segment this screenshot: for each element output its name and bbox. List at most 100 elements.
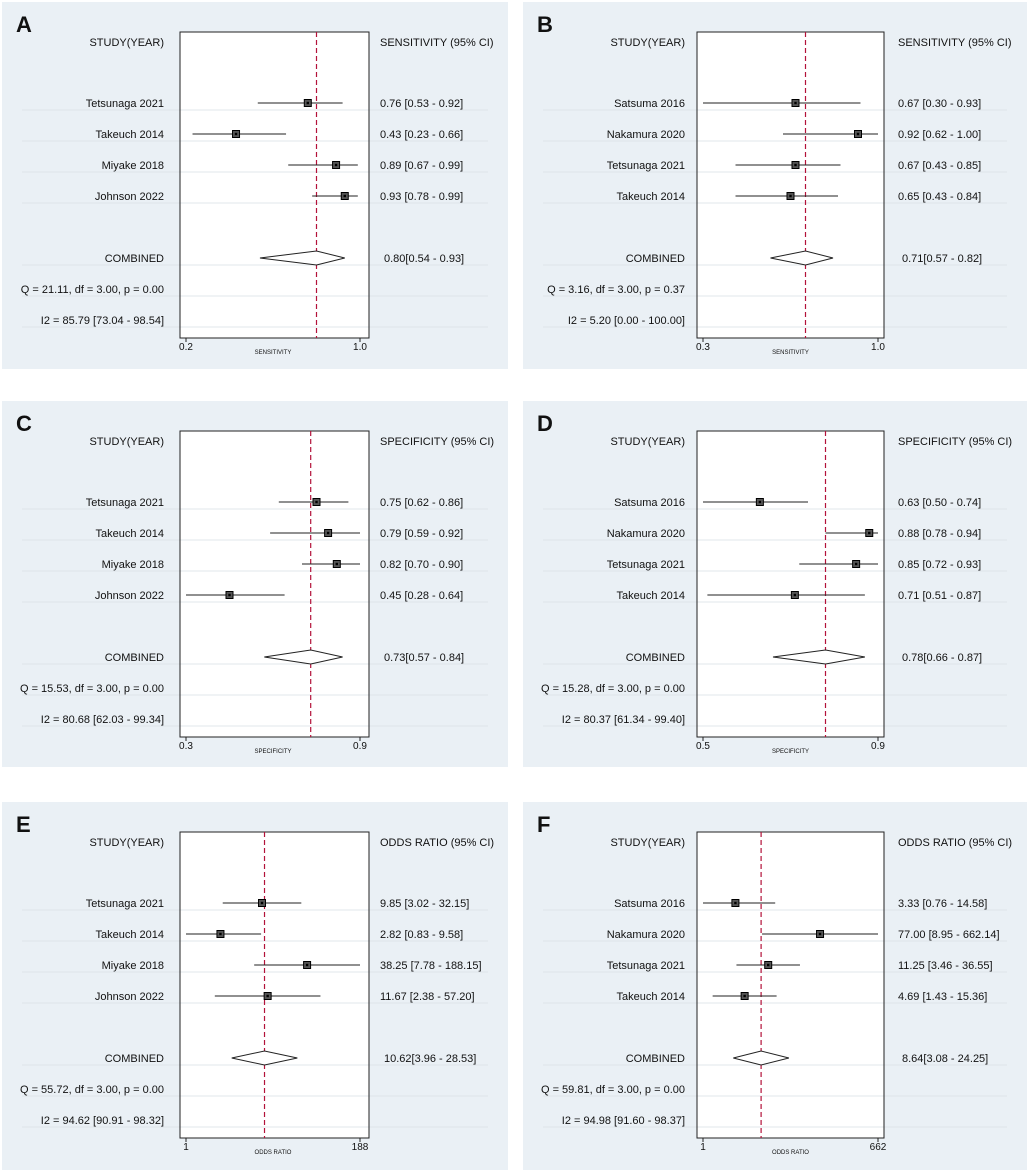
forest-panel-b: B STUDY(YEAR) SENSITIVITY (95% CI) Satsuma …	[523, 2, 1027, 369]
x-tick-label: 1.0	[353, 342, 367, 353]
study-label: Takeuch 2014	[617, 991, 686, 1003]
plot-frame-border	[696, 31, 885, 339]
q-statistic: Q = 55.72, df = 3.00, p = 0.00	[20, 1084, 164, 1096]
study-label: Tetsunaga 2021	[86, 497, 164, 509]
combined-diamond	[772, 649, 865, 665]
study-estimate-text: 38.25 [7.78 - 188.15]	[380, 960, 482, 972]
study-estimate-text: 0.85 [0.72 - 0.93]	[898, 559, 981, 571]
plot-frame-border	[696, 430, 885, 738]
study-estimate-text: 4.69 [1.43 - 15.36]	[898, 991, 987, 1003]
study-marker-dot	[856, 132, 860, 136]
study-column-header: STUDY(YEAR)	[610, 837, 685, 849]
study-marker-dot	[219, 932, 222, 936]
plot-frame-border	[696, 831, 885, 1139]
study-marker-dot	[266, 994, 269, 998]
study-estimate-text: 9.85 [3.02 - 32.15]	[380, 898, 469, 910]
forest-panel-d: D STUDY(YEAR) SPECIFICITY (95% CI) Satsuma …	[523, 401, 1027, 767]
x-tick-label: 1.0	[871, 342, 885, 353]
study-estimate-text: 0.75 [0.62 - 0.86]	[380, 497, 463, 509]
x-tick-label: 0.9	[871, 741, 885, 752]
study-estimate-text: 0.93 [0.78 - 0.99]	[380, 191, 463, 203]
study-marker-dot	[794, 163, 797, 167]
study-estimate-text: 0.63 [0.50 - 0.74]	[898, 497, 981, 509]
q-statistic: Q = 15.53, df = 3.00, p = 0.00	[20, 683, 164, 695]
study-label: Miyake 2018	[102, 960, 164, 972]
study-label: Nakamura 2020	[607, 929, 685, 941]
combined-label: COMBINED	[105, 1053, 164, 1065]
study-label: Johnson 2022	[95, 991, 164, 1003]
x-tick-label: 662	[870, 1142, 887, 1153]
x-axis-label: SENSITIVITY	[772, 350, 809, 356]
study-label: Tetsunaga 2021	[607, 160, 685, 172]
study-marker-dot	[818, 932, 822, 936]
i2-statistic: I2 = 5.20 [0.00 - 100.00]	[568, 315, 685, 327]
combined-estimate-text: 0.73[0.57 - 0.84]	[384, 652, 464, 664]
x-tick-label: 0.5	[696, 741, 710, 752]
i2-statistic: I2 = 85.79 [73.04 - 98.54]	[41, 315, 164, 327]
x-axis-label: SPECIFICITY	[254, 749, 291, 755]
combined-estimate-text: 0.71[0.57 - 0.82]	[902, 253, 982, 265]
plot-frame	[696, 430, 885, 738]
study-estimate-text: 0.65 [0.43 - 0.84]	[898, 191, 981, 203]
study-marker-dot	[794, 101, 797, 105]
panel-letter: F	[537, 812, 551, 837]
study-marker-dot	[335, 562, 338, 566]
study-label: Miyake 2018	[102, 160, 164, 172]
combined-diamond	[770, 250, 834, 266]
i2-statistic: I2 = 94.62 [90.91 - 98.32]	[41, 1115, 164, 1127]
plot-frame	[179, 31, 370, 339]
study-marker-dot	[793, 593, 797, 597]
panel-letter: E	[16, 812, 31, 837]
study-estimate-text: 0.45 [0.28 - 0.64]	[380, 590, 463, 602]
combined-diamond	[231, 1050, 298, 1066]
q-statistic: Q = 59.81, df = 3.00, p = 0.00	[541, 1084, 685, 1096]
forest-plot: STUDY(YEAR) SPECIFICITY (95% CI) Satsuma 2…	[541, 430, 1012, 755]
study-label: Johnson 2022	[95, 191, 164, 203]
estimate-column-header: SPECIFICITY (95% CI)	[898, 436, 1012, 448]
plot-frame	[696, 831, 885, 1139]
forest-plot: STUDY(YEAR) SENSITIVITY (95% CI) Tetsunaga…	[21, 31, 494, 356]
combined-label: COMBINED	[626, 253, 685, 265]
study-marker-dot	[326, 531, 330, 535]
study-estimate-text: 0.67 [0.30 - 0.93]	[898, 98, 981, 110]
forest-panel-a: A STUDY(YEAR) SENSITIVITY (95% CI) Tetsunag…	[2, 2, 508, 369]
x-tick-label: 1	[183, 1142, 189, 1153]
study-label: Takeuch 2014	[96, 129, 165, 141]
study-estimate-text: 0.71 [0.51 - 0.87]	[898, 590, 981, 602]
study-marker-dot	[260, 901, 264, 905]
forest-plot: STUDY(YEAR) ODDS RATIO (95% CI) Tetsunaga …	[20, 831, 494, 1156]
study-label: Johnson 2022	[95, 590, 164, 602]
study-marker-dot	[789, 194, 792, 198]
study-estimate-text: 0.67 [0.43 - 0.85]	[898, 160, 981, 172]
study-label: Takeuch 2014	[617, 590, 686, 602]
x-axis-label: ODDS RATIO	[772, 1150, 809, 1156]
study-estimate-text: 0.82 [0.70 - 0.90]	[380, 559, 463, 571]
study-estimate-text: 0.79 [0.59 - 0.92]	[380, 528, 463, 540]
combined-estimate-text: 10.62[3.96 - 28.53]	[384, 1053, 476, 1065]
combined-diamond	[733, 1050, 790, 1066]
combined-label: COMBINED	[626, 1053, 685, 1065]
x-tick-label: 0.2	[179, 342, 193, 353]
forest-plot: STUDY(YEAR) SENSITIVITY (95% CI) Satsuma 2…	[543, 31, 1012, 356]
estimate-column-header: SENSITIVITY (95% CI)	[898, 37, 1012, 49]
panel-letter: D	[537, 411, 553, 436]
study-marker-dot	[334, 163, 338, 167]
combined-diamond	[264, 649, 343, 665]
study-marker-dot	[306, 101, 309, 105]
q-statistic: Q = 15.28, df = 3.00, p = 0.00	[541, 683, 685, 695]
study-marker-dot	[315, 500, 318, 504]
forest-plot: STUDY(YEAR) ODDS RATIO (95% CI) Satsuma 20…	[541, 831, 1012, 1156]
q-statistic: Q = 21.11, df = 3.00, p = 0.00	[21, 284, 164, 296]
estimate-column-header: ODDS RATIO (95% CI)	[380, 837, 494, 849]
plot-frame	[179, 430, 370, 738]
forest-plot: STUDY(YEAR) SPECIFICITY (95% CI) Tetsunaga…	[20, 430, 494, 755]
study-label: Tetsunaga 2021	[86, 898, 164, 910]
study-estimate-text: 0.92 [0.62 - 1.00]	[898, 129, 981, 141]
i2-statistic: I2 = 80.37 [61.34 - 99.40]	[562, 714, 685, 726]
x-tick-label: 0.3	[696, 342, 710, 353]
combined-estimate-text: 8.64[3.08 - 24.25]	[902, 1053, 988, 1065]
study-column-header: STUDY(YEAR)	[89, 436, 164, 448]
study-marker-dot	[343, 194, 346, 198]
estimate-column-header: ODDS RATIO (95% CI)	[898, 837, 1012, 849]
study-estimate-text: 0.76 [0.53 - 0.92]	[380, 98, 463, 110]
